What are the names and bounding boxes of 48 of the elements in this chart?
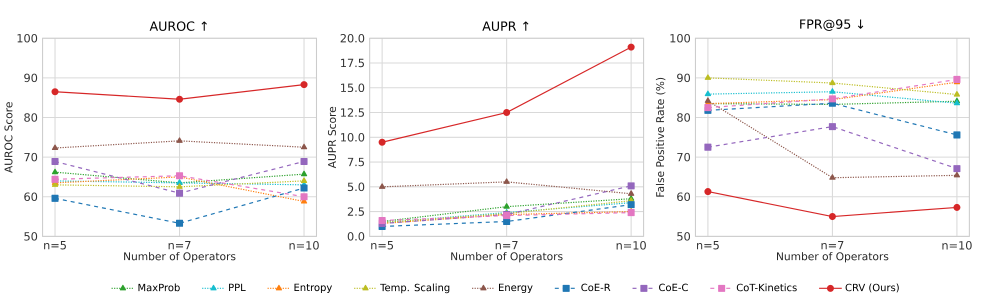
legend-label: CoT-Kinetics [736,283,797,292]
x-tick-label: n=10 [942,240,972,250]
y-tick-label: 60 [677,192,690,201]
x-tick-label: n=7 [822,240,844,250]
y-axis-title: AUROC Score [4,102,12,173]
y-tick-label: 0.0 [348,232,364,241]
legend-label: Temp. Scaling [380,283,450,294]
y-axis-title: False Positive Rate (%) [656,78,666,197]
x-tick-label: n=10 [290,240,319,250]
chart-title: AUPR ↑ [482,21,528,31]
y-tick-label: 17.5 [341,58,364,68]
legend-label: CoE-C [659,284,688,292]
legend-label: CRV (Ours) [846,283,899,292]
x-axis-title: Number of Operators [451,252,563,262]
y-tick-label: 10.0 [341,132,364,142]
y-tick-label: 12.5 [341,108,364,117]
y-tick-label: 80 [24,113,38,122]
y-tick-label: 15.0 [341,83,364,92]
y-tick-label: 70 [24,152,38,162]
chart-title: AUROC ↑ [150,21,207,31]
legend-label: MaxProb [138,283,180,292]
legend-label: PPL [229,284,246,291]
y-tick-label: 60 [24,192,38,201]
y-tick-label: 50 [677,232,690,241]
x-tick-label: n=5 [371,240,394,250]
y-tick-label: 2.5 [348,207,364,216]
y-axis-title: AUPR Score [328,106,336,168]
x-tick-label: n=5 [44,240,66,250]
x-tick-label: n=7 [496,240,518,250]
x-axis-title: Number of Operators [124,252,236,262]
y-tick-label: 80 [677,113,690,122]
legend-label: CoE-R [581,284,610,292]
y-tick-label: 100 [670,34,690,42]
x-axis-title: Number of Operators [777,252,888,262]
y-tick-label: 90 [677,74,690,82]
y-tick-label: 90 [24,74,38,82]
legend-label: Energy [499,284,533,293]
x-tick-label: n=10 [616,240,646,250]
x-tick-label: n=7 [168,240,190,250]
y-tick-label: 20.0 [340,34,364,42]
y-tick-label: 100 [18,34,38,42]
y-tick-label: 70 [677,152,690,162]
y-tick-label: 5.0 [348,182,364,192]
y-tick-label: 7.5 [348,158,364,166]
x-tick-label: n=5 [697,240,719,250]
legend-label: Entropy [294,284,332,293]
chart-title: FPR@95 ↓ [800,19,864,31]
y-tick-label: 50 [24,232,38,241]
